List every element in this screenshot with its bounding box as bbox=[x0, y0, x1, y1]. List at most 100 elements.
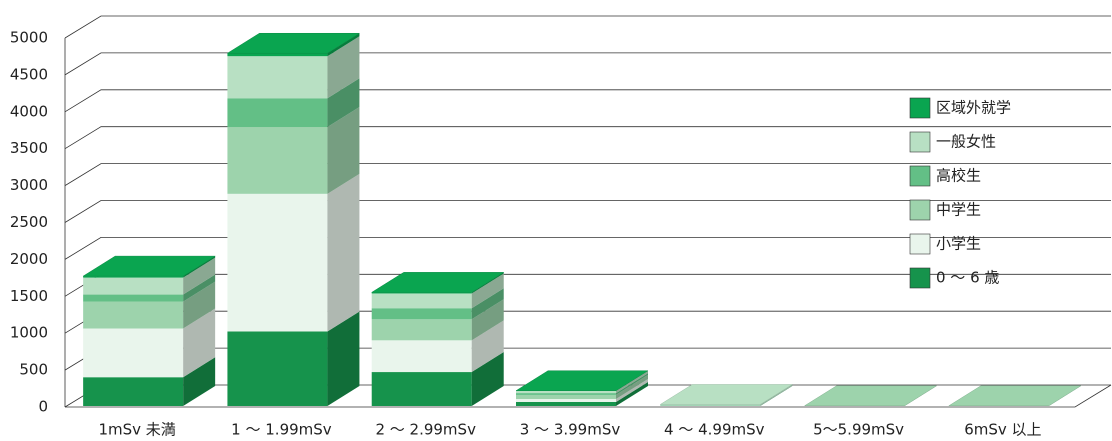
bar-segment bbox=[83, 281, 216, 329]
bar-front bbox=[83, 276, 184, 278]
bar-side bbox=[471, 288, 504, 320]
bar-segment bbox=[227, 33, 360, 57]
bar-front bbox=[83, 294, 184, 302]
bar-segment bbox=[83, 308, 216, 378]
bar-segment bbox=[371, 299, 504, 341]
bar-front bbox=[371, 319, 472, 341]
bar-front bbox=[227, 331, 328, 406]
bar-front bbox=[516, 390, 616, 394]
bar-front bbox=[227, 53, 328, 57]
bar-side bbox=[183, 308, 216, 378]
grid-line bbox=[64, 15, 1111, 39]
grid-line bbox=[64, 52, 1111, 76]
bar-segment bbox=[660, 384, 793, 406]
bar-top bbox=[370, 272, 505, 293]
legend-label: 中学生 bbox=[936, 201, 981, 219]
bar-side bbox=[327, 311, 360, 406]
legend-label: 高校生 bbox=[936, 167, 981, 185]
bar-side bbox=[471, 273, 504, 309]
bar-side bbox=[183, 256, 216, 278]
bar-side bbox=[183, 274, 216, 302]
bar-front bbox=[371, 293, 472, 309]
bar-side bbox=[760, 385, 793, 406]
bar-side bbox=[183, 281, 216, 329]
y-tick-label: 1500 bbox=[10, 287, 48, 305]
bar-side bbox=[183, 257, 216, 295]
bar-segment bbox=[371, 352, 504, 406]
bar-side bbox=[327, 36, 360, 99]
bar-top bbox=[659, 384, 794, 405]
bar-side bbox=[760, 384, 793, 406]
bar-side bbox=[183, 357, 216, 406]
y-tick-label: 2500 bbox=[10, 213, 48, 231]
bar-front bbox=[371, 372, 472, 406]
bar-side bbox=[327, 173, 360, 332]
bar-front bbox=[227, 127, 328, 194]
bar-front bbox=[83, 328, 184, 378]
bar-side bbox=[327, 33, 360, 57]
bar-side bbox=[471, 320, 504, 373]
y-tick-label: 5000 bbox=[10, 29, 48, 47]
y-tick-label: 2000 bbox=[10, 250, 48, 268]
legend-swatch bbox=[909, 199, 931, 221]
bar-top bbox=[947, 385, 1082, 407]
grid-line bbox=[64, 126, 1111, 150]
bar-front bbox=[516, 398, 616, 402]
x-tick-label: 3 〜 3.99mSv bbox=[520, 421, 621, 439]
bar-side bbox=[471, 299, 504, 341]
x-tick-label: 5〜5.99mSv bbox=[813, 421, 904, 439]
bar-front bbox=[227, 193, 328, 332]
x-tick-label: 1mSv 未満 bbox=[98, 421, 175, 439]
bar-stack bbox=[515, 370, 649, 406]
bar-front bbox=[516, 394, 616, 399]
y-tick-label: 500 bbox=[19, 361, 48, 379]
bar-side bbox=[616, 373, 648, 395]
legend-label: 0 〜 6 歳 bbox=[936, 269, 999, 287]
bar-segment bbox=[371, 288, 504, 320]
bar-front bbox=[516, 401, 616, 406]
grid-line bbox=[64, 163, 1111, 186]
bar-front bbox=[83, 301, 184, 329]
x-tick-label: 4 〜 4.99mSv bbox=[664, 421, 765, 439]
bar-top bbox=[803, 385, 938, 407]
y-tick-label: 0 bbox=[38, 398, 48, 416]
x-tick-label: 1 〜 1.99mSv bbox=[231, 421, 332, 439]
bar-segment bbox=[83, 256, 216, 278]
bar-side bbox=[760, 385, 793, 406]
bar-side bbox=[327, 78, 360, 128]
legend-swatch bbox=[909, 165, 931, 187]
bar-segment bbox=[83, 274, 216, 302]
bar-segment bbox=[227, 311, 360, 406]
bar-front bbox=[83, 277, 184, 295]
bar-stack bbox=[226, 32, 361, 406]
bar-front bbox=[371, 292, 472, 294]
grid-line bbox=[64, 200, 1111, 223]
bar-front bbox=[371, 308, 472, 320]
bar-segment bbox=[516, 381, 648, 406]
bar-top bbox=[226, 32, 361, 54]
bar-front bbox=[227, 56, 328, 99]
y-tick-label: 4500 bbox=[10, 65, 48, 83]
bar-stack bbox=[659, 384, 794, 406]
bar-segment bbox=[660, 385, 793, 406]
bar-segment bbox=[227, 36, 360, 99]
bar-front bbox=[516, 393, 616, 395]
y-tick-label: 1000 bbox=[10, 324, 48, 342]
legend-label: 一般女性 bbox=[936, 133, 996, 151]
bar-side bbox=[616, 370, 648, 394]
legend-swatch bbox=[909, 267, 931, 289]
bar-segment bbox=[371, 320, 504, 373]
bar-stack bbox=[370, 272, 505, 406]
bar-segment bbox=[371, 273, 504, 309]
bar-segment bbox=[516, 374, 648, 399]
legend-swatch bbox=[909, 131, 931, 153]
bar-front bbox=[371, 340, 472, 373]
bar-top bbox=[515, 370, 649, 391]
legend-swatch bbox=[909, 233, 931, 255]
bar-stack bbox=[803, 385, 938, 407]
legend-label: 区域外就学 bbox=[936, 99, 1011, 117]
bar-side bbox=[327, 107, 360, 194]
y-tick-label: 3500 bbox=[10, 139, 48, 157]
bar-side bbox=[616, 374, 648, 399]
grid-line bbox=[64, 310, 1111, 334]
